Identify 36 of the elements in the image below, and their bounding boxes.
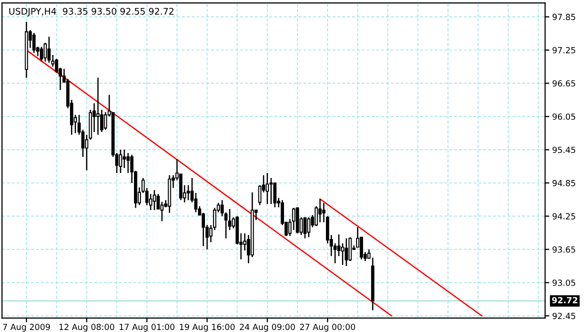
x-tick-label: 24 Aug 09:00 [240, 324, 295, 332]
y-tick-label: 97.85 [552, 14, 576, 20]
y-tick-label: 97.25 [552, 47, 576, 54]
y-tick-label: 94.25 [552, 213, 576, 220]
y-tick-label: 92.45 [552, 312, 576, 320]
y-tick-label: 96.05 [552, 113, 576, 120]
x-tick-label: 12 Aug 08:00 [59, 324, 114, 332]
text: USDJPY,H4 93.35 93.50 92.55 92.72 [9, 8, 174, 16]
y-tick-label: 95.45 [552, 146, 576, 154]
candlestick [126, 152, 130, 174]
x-tick-label: 17 Aug 01:00 [120, 324, 174, 332]
x-tick-label: 27 Aug 00:00 [300, 324, 356, 332]
candlestick [47, 36, 51, 64]
ref-line-label: 92.72 [552, 297, 578, 304]
candlestick [152, 190, 156, 211]
y-tick-label: 93.05 [552, 280, 576, 286]
candlestick [40, 46, 44, 62]
candlestick [202, 212, 205, 247]
candlestick [96, 77, 100, 136]
candlestick [118, 149, 122, 174]
candlestick [344, 238, 348, 267]
candlestick [186, 184, 190, 201]
x-tick-label: 19 Aug 16:00 [180, 324, 235, 332]
candlestick [307, 216, 310, 238]
candlestick [348, 236, 352, 262]
candlestick [266, 172, 269, 205]
candlestick [269, 177, 273, 205]
candlestick [318, 198, 322, 223]
y-tick-label: 94.85 [552, 180, 576, 186]
candlestick [122, 149, 126, 169]
candlestick [303, 216, 307, 239]
candlestick [273, 182, 276, 208]
candlestick [32, 32, 36, 54]
y-tick-label: 96.65 [552, 80, 576, 87]
y-tick-label: 93.65 [552, 246, 576, 253]
x-tick-label: 7 Aug 2009 [3, 324, 50, 332]
